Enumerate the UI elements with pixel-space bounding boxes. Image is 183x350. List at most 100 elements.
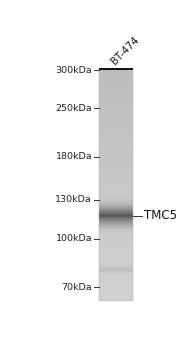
Bar — [99, 177, 134, 178]
Bar — [99, 282, 134, 284]
Bar — [99, 215, 134, 216]
Bar — [99, 265, 134, 266]
Bar — [99, 134, 134, 135]
Bar — [99, 289, 134, 290]
Bar — [99, 94, 134, 95]
Bar — [99, 207, 134, 208]
Bar — [99, 163, 134, 164]
Bar — [99, 257, 134, 258]
Bar — [99, 182, 134, 183]
Bar — [99, 205, 134, 206]
Bar — [99, 84, 134, 85]
Bar — [99, 219, 134, 220]
Text: 300kDa: 300kDa — [55, 66, 92, 75]
Bar — [99, 107, 134, 108]
Bar — [99, 96, 134, 97]
Bar — [99, 201, 134, 202]
Bar — [99, 243, 134, 244]
Bar — [99, 86, 134, 87]
Bar — [99, 179, 134, 180]
Bar — [99, 217, 134, 218]
Bar — [99, 87, 134, 88]
Bar — [99, 152, 134, 153]
Bar — [99, 261, 134, 262]
Bar — [99, 225, 134, 226]
Bar — [99, 174, 134, 175]
Bar — [99, 116, 134, 117]
Bar — [99, 227, 134, 228]
Bar — [99, 132, 134, 133]
Bar — [99, 141, 134, 142]
Bar — [99, 120, 134, 121]
Bar — [99, 224, 134, 225]
Bar — [99, 122, 134, 123]
Bar — [99, 262, 134, 263]
Bar — [99, 159, 134, 160]
Bar — [99, 186, 134, 187]
Bar — [99, 233, 134, 234]
Bar — [99, 266, 134, 267]
Bar — [99, 284, 134, 285]
Bar — [99, 251, 134, 252]
Bar — [99, 125, 134, 126]
Bar — [99, 107, 134, 108]
Bar — [99, 72, 134, 73]
Bar — [99, 283, 134, 284]
Bar — [99, 184, 134, 185]
Bar — [99, 239, 134, 240]
Bar — [99, 78, 134, 79]
Bar — [99, 273, 134, 274]
Bar — [99, 111, 134, 112]
Bar — [99, 126, 134, 127]
Bar — [99, 79, 134, 80]
Bar — [99, 126, 134, 127]
Bar — [99, 256, 134, 257]
Bar — [99, 182, 134, 183]
Bar — [99, 125, 134, 126]
Bar — [99, 174, 134, 175]
Bar — [99, 232, 134, 233]
Bar — [99, 248, 134, 249]
Bar — [99, 255, 134, 256]
Bar — [99, 70, 134, 301]
Bar — [99, 185, 134, 186]
Bar — [99, 239, 134, 240]
Bar — [99, 99, 134, 100]
Bar — [99, 235, 134, 236]
Bar — [99, 75, 134, 76]
Bar — [99, 165, 134, 166]
Bar — [99, 243, 134, 244]
Bar — [99, 100, 134, 101]
Bar — [99, 288, 134, 289]
Bar — [99, 114, 134, 115]
Bar — [99, 257, 134, 258]
Bar — [99, 190, 134, 191]
Bar — [99, 240, 134, 241]
Bar — [99, 161, 134, 162]
Bar — [99, 285, 134, 286]
Bar — [99, 175, 134, 176]
Bar — [99, 254, 134, 255]
Bar — [99, 220, 134, 221]
Bar — [99, 118, 134, 119]
Bar — [99, 143, 134, 144]
Bar — [99, 148, 134, 149]
Bar — [99, 221, 134, 222]
Bar — [99, 82, 134, 83]
Bar — [99, 124, 134, 125]
Bar — [99, 190, 134, 191]
Bar — [99, 97, 134, 98]
Bar — [99, 145, 134, 146]
Bar — [99, 245, 134, 246]
Bar — [99, 100, 134, 101]
Bar — [99, 146, 134, 147]
Bar — [99, 164, 134, 165]
Bar — [99, 215, 134, 216]
Bar — [99, 94, 134, 95]
Bar — [99, 188, 134, 189]
Bar — [99, 83, 134, 84]
Bar — [99, 117, 134, 118]
Bar — [99, 116, 134, 117]
Bar — [99, 178, 134, 179]
Bar — [99, 201, 134, 202]
